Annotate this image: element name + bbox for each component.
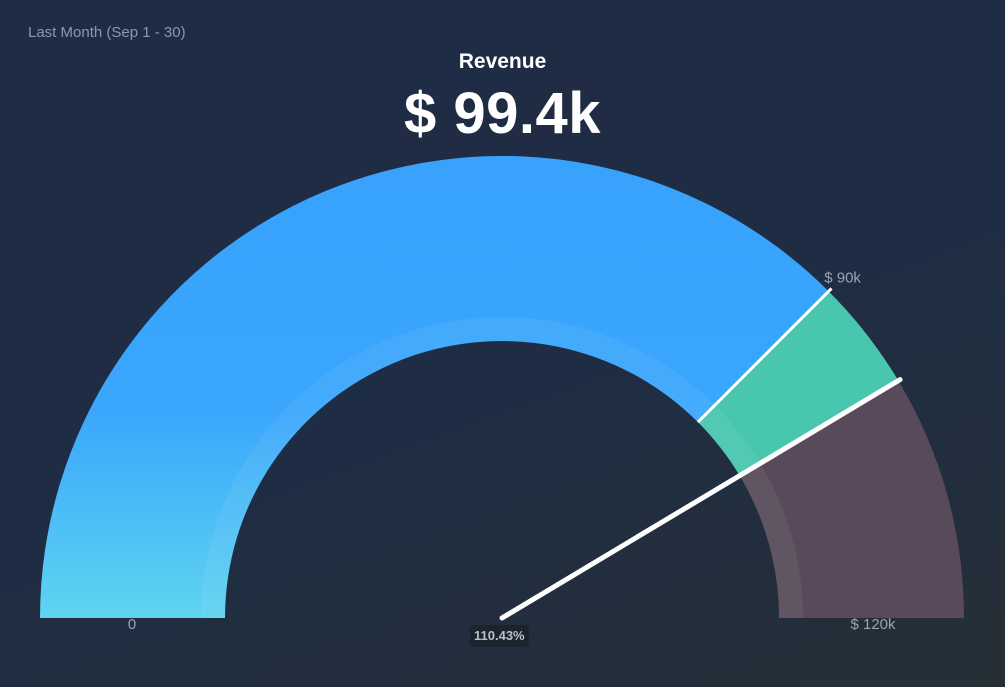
gauge-inner-ring — [201, 317, 803, 619]
gauge-segment-remaining — [739, 380, 964, 618]
pointer-percent-badge: 110.43% — [470, 625, 529, 647]
gauge-segment-achieved — [40, 155, 829, 618]
metric-value: $ 99.4k — [403, 81, 601, 146]
target-marker — [696, 287, 833, 424]
min-label: 0 — [128, 616, 136, 633]
gauge-needle — [499, 377, 903, 621]
metric-title: Revenue — [458, 50, 547, 73]
target-label: $ 90k — [824, 269, 861, 286]
gauge-segment-over-target — [697, 291, 899, 476]
max-label: $ 120k — [850, 616, 896, 633]
period-label: Last Month (Sep 1 - 30) — [28, 24, 186, 41]
